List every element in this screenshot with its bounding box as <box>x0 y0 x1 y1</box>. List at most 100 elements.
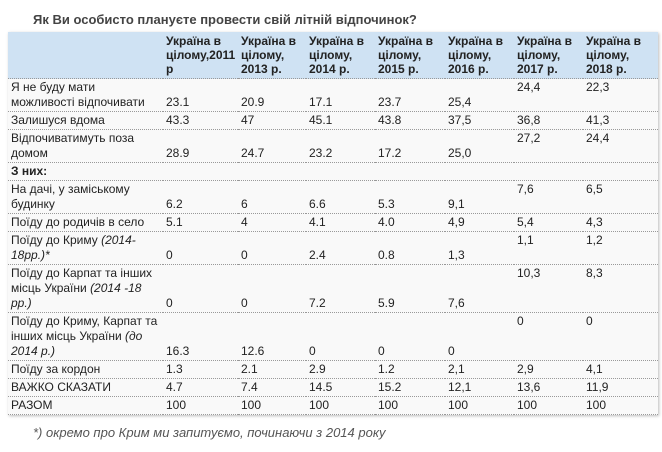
cell-value: 25,0 <box>445 129 514 163</box>
cell-value: 37,5 <box>445 111 514 130</box>
cell-value: 1,2 <box>583 231 658 265</box>
page-title: Як Ви особисто плануєте провести свій лі… <box>33 12 417 27</box>
row-label-text: Я не буду мати можливості відпочивати <box>11 80 145 109</box>
cell-value: 23.7 <box>375 78 445 112</box>
cell-value: 1,1 <box>514 231 583 265</box>
cell-value: 2,9 <box>514 360 583 379</box>
cell-value: 100 <box>514 396 583 415</box>
row-label: Поїду за кордон <box>8 360 163 379</box>
cell-value: 6,5 <box>583 180 658 214</box>
row-label-text: Поїду до родичів в село <box>11 215 145 229</box>
cell-value: 100 <box>163 396 238 415</box>
cell-value: 100 <box>238 396 306 415</box>
cell-value: 2.9 <box>306 360 375 379</box>
cell-value: 4 <box>238 213 306 232</box>
cell-value: 22,3 <box>583 78 658 112</box>
row-label: На дачі, у заміському будинку <box>8 180 163 214</box>
cell-value: 12,1 <box>445 378 514 397</box>
cell-value: 7,6 <box>445 264 514 313</box>
cell-value: 0 <box>514 312 583 361</box>
row-label-text: Залишуся вдома <box>11 113 105 127</box>
cell-value: 20.9 <box>238 78 306 112</box>
cell-value: 5.1 <box>163 213 238 232</box>
row-label-text: Поїду за кордон <box>11 362 101 376</box>
cell-value: 47 <box>238 111 306 130</box>
cell-value: 24.7 <box>238 129 306 163</box>
cell-value: 4.1 <box>306 213 375 232</box>
row-label-text: РАЗОМ <box>11 398 53 412</box>
cell-value: 0 <box>583 312 658 361</box>
cell-value: 28.9 <box>163 129 238 163</box>
row-label-text: Поїду до Карпат та інших місць України <box>11 266 153 295</box>
cell-value: 43.3 <box>163 111 238 130</box>
cell-value: 6.6 <box>306 180 375 214</box>
row-label: Відпочиватимуть поза домом <box>8 129 163 163</box>
cell-value: 4,9 <box>445 213 514 232</box>
row-label: Поїду до Криму (2014-18рр.)* <box>8 231 163 265</box>
row-label: РАЗОМ <box>8 396 163 415</box>
cell-value: 4.0 <box>375 213 445 232</box>
table-row: ВАЖКО СКАЗАТИ 4.7 7.4 14.5 15.2 12,1 13,6 11,9 <box>8 378 658 397</box>
cell-value: 0 <box>445 312 514 361</box>
column-header: Україна в цілому, 2017 р. <box>514 32 583 79</box>
cell-value: 7.4 <box>238 378 306 397</box>
row-label: Залишуся вдома <box>8 111 163 130</box>
row-label: Поїду до Карпат та інших місць України (… <box>8 264 163 313</box>
cell-value: 2,1 <box>445 360 514 379</box>
cell-value: 100 <box>583 396 658 415</box>
cell-value: 45.1 <box>306 111 375 130</box>
cell-value: 0 <box>375 312 445 361</box>
column-header: Україна в цілому, 2014 р. <box>306 32 375 79</box>
row-label-text: ВАЖКО СКАЗАТИ <box>11 380 112 394</box>
row-label-text: На дачі, у заміському будинку <box>11 182 130 211</box>
cell-value: 17.1 <box>306 78 375 112</box>
cell-value: 8,3 <box>583 264 658 313</box>
cell-value: 100 <box>375 396 445 415</box>
row-label: Поїду до Криму, Карпат та інших місць Ук… <box>8 312 163 361</box>
row-label-note: (2014 -18 рр.) <box>11 281 142 310</box>
table-row: Відпочиватимуть поза домом 28.9 24.7 23.2 17… <box>8 129 658 163</box>
cell-value: 23.2 <box>306 129 375 163</box>
cell-value: 4,3 <box>583 213 658 232</box>
cell-value: 1,3 <box>445 231 514 265</box>
cell-value: 7,6 <box>514 180 583 214</box>
row-label-text: Поїду до Криму, Карпат та інших місць Ук… <box>11 314 158 343</box>
column-header: Україна в цілому, 2015 р. <box>375 32 445 79</box>
cell-value: 2.4 <box>306 231 375 265</box>
cell-value: 15.2 <box>375 378 445 397</box>
table-row: Залишуся вдома 43.3 47 45.1 43.8 37,5 36,8 41,3 <box>8 111 658 130</box>
row-label: З них: <box>8 162 658 181</box>
cell-value: 0 <box>163 264 238 313</box>
cell-value: 0 <box>238 231 306 265</box>
column-header: Україна в цілому, 2018 р. <box>583 32 658 79</box>
cell-value: 2.1 <box>238 360 306 379</box>
cell-value: 0.8 <box>375 231 445 265</box>
cell-value: 13,6 <box>514 378 583 397</box>
cell-value: 0 <box>238 264 306 313</box>
table-row: Поїду до Криму (2014-18рр.)* 0 0 2.4 0.8 1,3 1… <box>8 231 658 265</box>
cell-value: 16.3 <box>163 312 238 361</box>
table-row: РАЗОМ 100 100 100 100 100 100 100 <box>8 396 658 415</box>
cell-value: 25,4 <box>445 78 514 112</box>
cell-value: 4.7 <box>163 378 238 397</box>
cell-value: 41,3 <box>583 111 658 130</box>
cell-value: 24,4 <box>583 129 658 163</box>
cell-value: 23.1 <box>163 78 238 112</box>
cell-value: 11,9 <box>583 378 658 397</box>
cell-value: 5.3 <box>375 180 445 214</box>
cell-value: 5.9 <box>375 264 445 313</box>
table-row: З них: <box>8 162 658 181</box>
cell-value: 10,3 <box>514 264 583 313</box>
row-label-note: (до 2014 р.) <box>11 329 143 358</box>
cell-value: 1.3 <box>163 360 238 379</box>
table-row: Поїду до Криму, Карпат та інших місць Ук… <box>8 312 658 361</box>
cell-value: 12.6 <box>238 312 306 361</box>
row-label: Я не буду мати можливості відпочивати <box>8 78 163 112</box>
table-row: Я не буду мати можливості відпочивати 23.… <box>8 78 658 112</box>
header-empty <box>8 32 163 79</box>
column-header: Україна в цілому, 2013 р. <box>238 32 306 79</box>
cell-value: 100 <box>445 396 514 415</box>
row-label-note: (2014-18рр.)* <box>11 233 136 262</box>
cell-value: 0 <box>163 231 238 265</box>
table-row: Поїду до Карпат та інших місць України (… <box>8 264 658 313</box>
